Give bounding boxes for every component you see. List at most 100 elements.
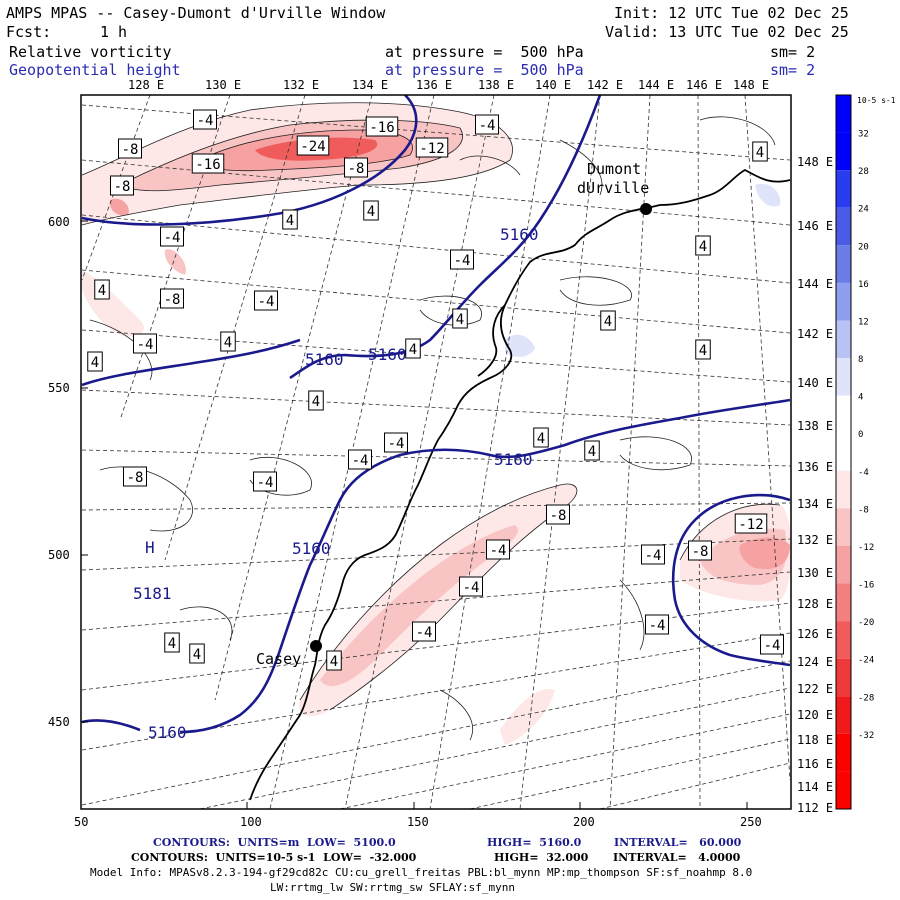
vorticity-label-box	[405, 338, 421, 359]
valid-time: Valid: 13 UTC Tue 02 Dec 25	[605, 23, 849, 41]
stations: Dumont dUrville Casey	[256, 160, 652, 668]
lon-label: 120 E	[797, 708, 833, 722]
grid-line	[119, 95, 231, 421]
vorticity-label: -12	[415, 137, 449, 158]
grid-line	[339, 713, 791, 809]
lon-label: 128 E	[128, 78, 164, 92]
lon-label: 124 E	[797, 655, 833, 669]
vort-contour	[679, 503, 781, 561]
vorticity-label-text: -4	[649, 618, 666, 634]
vorticity-label-box	[118, 138, 142, 159]
colorbar-swatch	[836, 358, 851, 396]
lon-label: 140 E	[535, 78, 571, 92]
colorbar-swatch	[836, 207, 851, 246]
footer-model-info: Model Info: MPASv8.2.3-194-gf29cd82c CU:…	[90, 866, 753, 879]
height-contour	[179, 398, 791, 734]
vorticity-label-text: 4	[537, 431, 545, 447]
grid-line	[81, 214, 791, 284]
init-time: Init: 12 UTC Tue 02 Dec 25	[614, 4, 849, 22]
y-label: 450	[48, 715, 70, 729]
footer-height-interval: INTERVAL= 60.000	[614, 836, 742, 849]
grid-line	[744, 95, 791, 781]
colorbar-label: 16	[858, 280, 869, 290]
vorticity-label-text: -8	[122, 142, 139, 158]
vorticity-label-text: -8	[164, 292, 181, 308]
vorticity-label: -16	[365, 116, 399, 137]
vorticity-label-text: 4	[312, 394, 320, 410]
lon-label: 128 E	[797, 597, 833, 611]
colorbar-label: 24	[858, 205, 869, 215]
field2-name: Geopotential height	[9, 61, 181, 79]
station-dot-casey	[310, 640, 322, 652]
vorticity-label-box	[254, 290, 278, 311]
vorticity-label-text: 4	[286, 213, 294, 229]
vorticity-label-text: -8	[550, 508, 567, 524]
vorticity-label-box	[308, 390, 324, 411]
vorticity-labels: -4 -16 -4 -24 -12 -8 -8 -16 -8 4 4 4 -4 -4 4 -8 -4 4 4 4 -4 4…	[87, 109, 784, 671]
vorticity-label: 4	[533, 427, 549, 448]
field1-smoothing: sm= 2	[770, 43, 816, 61]
colorbar-label: 4	[858, 393, 863, 403]
x-label: 200	[573, 815, 595, 829]
y-label: 500	[48, 548, 70, 562]
vorticity-label-box	[641, 544, 665, 565]
grid-line	[81, 502, 791, 511]
vorticity-label: -4	[384, 432, 408, 453]
vorticity-label: 4	[405, 338, 421, 359]
colorbar-swatch	[836, 170, 851, 208]
vorticity-label: -12	[734, 513, 768, 534]
lon-label: 134 E	[797, 497, 833, 511]
latlon-grid	[81, 95, 791, 809]
colorbar-swatch	[836, 132, 851, 171]
vorticity-label-box	[365, 116, 399, 137]
colorbar-swatch	[836, 658, 851, 697]
coast-inner	[477, 304, 506, 377]
height-label: 5160	[494, 450, 533, 469]
colorbar-swatch	[836, 245, 851, 283]
vort-contour	[459, 155, 521, 176]
vorticity-label: -4	[486, 539, 510, 560]
vorticity-label-box	[191, 153, 225, 174]
vorticity-label-text: -8	[692, 544, 709, 560]
station-label-dumont: Dumont	[587, 160, 641, 178]
vorticity-label-box	[253, 471, 277, 492]
height-label: 5160	[305, 350, 344, 369]
height-label: 5160	[368, 345, 407, 364]
vort-contour	[199, 129, 413, 172]
shade-right-core	[739, 537, 790, 570]
grid-line	[519, 95, 601, 809]
colorbar-swatch	[836, 282, 851, 321]
vorticity-label-box	[123, 466, 147, 487]
vorticity-label: 4	[308, 390, 324, 411]
colorbar-label: -20	[858, 618, 874, 628]
vorticity-label-box	[645, 614, 669, 635]
vorticity-label: 4	[695, 339, 711, 360]
field2-level: at pressure = 500 hPa	[385, 61, 584, 79]
vorticity-label: -4	[412, 621, 436, 642]
colorbar-swatch	[836, 771, 851, 809]
grid-line	[199, 687, 791, 809]
vorticity-label-text: -4	[416, 625, 433, 641]
vorticity-label-text: 4	[699, 239, 707, 255]
vorticity-label-text: 4	[224, 335, 232, 351]
colorbar: 32 28 24 20 16 12 8 4 0 -4 -8 -12 -16 -20 -24 -28 -32	[835, 94, 874, 810]
height-contour	[289, 95, 602, 380]
grid-line	[599, 762, 791, 809]
vorticity-label-text: -24	[300, 139, 325, 155]
vorticity-label-text: 4	[409, 342, 417, 358]
vorticity-label: 4	[452, 308, 468, 329]
grid-line	[214, 95, 373, 701]
vorticity-label-box	[600, 310, 616, 331]
vorticity-label-text: -4	[164, 230, 181, 246]
shade-small-2	[164, 249, 186, 275]
vorticity-label-box	[94, 279, 110, 300]
vorticity-label-text: 4	[98, 283, 106, 299]
vorticity-label-text: 4	[367, 204, 375, 220]
x-label: 150	[407, 815, 429, 829]
colorbar-label: 20	[858, 242, 869, 252]
high-pressure-value: 5181	[133, 584, 172, 603]
vorticity-label: -8	[688, 540, 712, 561]
vorticity-label-text: 4	[456, 312, 464, 328]
vorticity-label-text: -12	[419, 141, 444, 157]
x-axis-labels: 50 100 150 200 250	[74, 815, 762, 829]
